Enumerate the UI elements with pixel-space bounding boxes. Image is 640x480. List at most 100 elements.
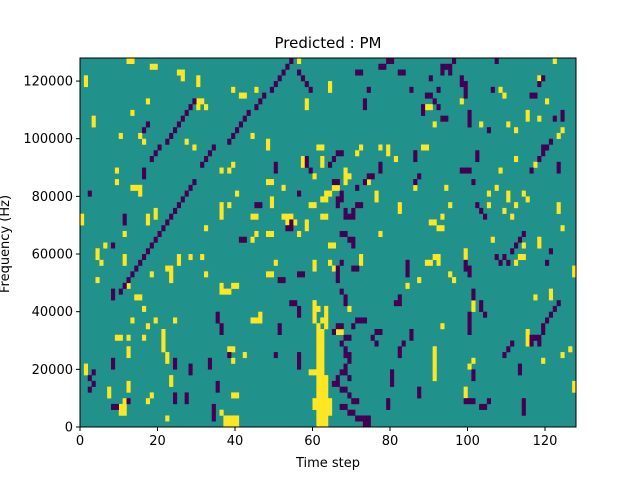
heatmap-cell-low [126,398,131,405]
heatmap-cell-low [494,254,499,261]
heatmap-cell-low [351,409,356,416]
heatmap-cell-low [359,69,364,76]
heatmap-cell-high [432,369,437,376]
heatmap-cell-low [545,317,550,324]
heatmap-cell-high [316,409,321,416]
heatmap-cell-low [413,156,418,163]
heatmap-cell-high [235,392,240,399]
heatmap-cell-high [359,254,364,261]
heatmap-cell-high [572,265,577,272]
heatmap-cell-low [490,86,495,93]
heatmap-cell-low [335,277,340,284]
heatmap-cell-high [83,363,89,370]
heatmap-cell-low [169,132,174,139]
heatmap-cell-high [269,230,275,237]
heatmap-cell-high [196,98,201,105]
heatmap-cell-low [165,219,170,226]
heatmap-cell-high [204,104,209,111]
heatmap-cell-low [184,398,189,405]
heatmap-cell-high [126,334,131,341]
heatmap-cell-high [432,346,437,353]
heatmap-cell-low [339,288,344,295]
heatmap-cell-high [320,144,325,151]
heatmap-cell-high [118,409,123,416]
heatmap-cell-low [304,156,309,163]
heatmap-cell-high [343,179,348,186]
x-axis: 0 20 40 60 80 100 120 [76,427,557,449]
heatmap-cell-high [448,271,453,278]
heatmap-cell-low [347,357,352,364]
heatmap-cell-high [316,352,321,359]
heatmap-cell-low [173,357,178,364]
heatmap-cell-low [343,403,348,410]
heatmap-cell-low [548,311,554,318]
heatmap-cell-low [153,236,158,243]
heatmap-cell-high [324,415,329,422]
heatmap-cell-low [541,328,546,335]
heatmap-cell-low [359,202,364,209]
y-tick-label: 80000 [32,190,73,205]
heatmap-cell-low [378,161,383,168]
heatmap-cell-low [142,167,147,174]
heatmap-cell-high [324,403,329,410]
heatmap-cell-low [339,196,344,203]
heatmap-cell-high [231,282,236,289]
heatmap-cell-low [207,363,213,370]
heatmap-cell-high [548,288,554,295]
heatmap-cell-high [533,161,538,168]
heatmap-cell-low [219,328,224,335]
heatmap-cell-high [320,398,325,405]
heatmap-cell-high [490,236,495,243]
heatmap-cell-low [421,104,426,111]
heatmap-cell-low [173,207,178,214]
heatmap-cell-high [432,254,437,261]
heatmap-cell-high [138,184,143,191]
heatmap-cell-high [560,225,565,232]
heatmap-cell-high [142,305,147,312]
heatmap-cell-low [448,63,453,70]
heatmap-cell-high [556,207,561,214]
heatmap-cell-low [351,242,356,249]
heatmap-cell-high [161,328,166,335]
heatmap-cell-low [188,369,193,376]
heatmap-cell-low [335,265,340,272]
heatmap-cell-low [142,254,147,261]
heatmap-cell-low [506,346,511,353]
heatmap-cell-high [184,138,189,145]
heatmap-cell-low [409,328,414,335]
x-tick-label: 20 [149,434,166,449]
heatmap-cell-high [242,92,247,99]
heatmap-cell-low [486,127,492,134]
heatmap-cell-high [235,415,240,422]
heatmap-cell-low [335,380,340,387]
heatmap-cell-low [192,98,197,105]
heatmap-cell-low [440,115,445,122]
heatmap-cell-high [467,363,472,370]
heatmap-cell-high [227,415,232,422]
heatmap-cell-high [463,254,468,261]
heatmap-cell-low [471,294,476,301]
heatmap-cell-high [169,271,174,278]
heatmap-cell-low [297,190,302,197]
heatmap-cell-high [300,156,306,163]
heatmap-cell-low [475,202,480,209]
heatmap-cell-high [138,132,143,139]
heatmap-cell-high [80,219,85,226]
heatmap-cell-low [289,219,294,226]
heatmap-cell-high [506,196,511,203]
heatmap-cell-high [324,398,329,405]
heatmap-cell-low [459,167,464,174]
heatmap-cell-low [537,156,542,163]
heatmap-cell-high [331,242,337,249]
heatmap-cell-high [320,156,325,163]
heatmap-cell-low [467,167,472,174]
heatmap-cell-high [165,357,170,364]
heatmap-cell-high [366,179,371,186]
x-axis-label: Time step [295,456,360,471]
heatmap-cell-low [486,398,492,405]
heatmap-cell-high [219,213,224,220]
heatmap-cell-low [556,167,561,174]
heatmap-cell-high [316,357,321,364]
heatmap-cell-high [521,242,526,249]
heatmap-cell-low [169,213,174,220]
